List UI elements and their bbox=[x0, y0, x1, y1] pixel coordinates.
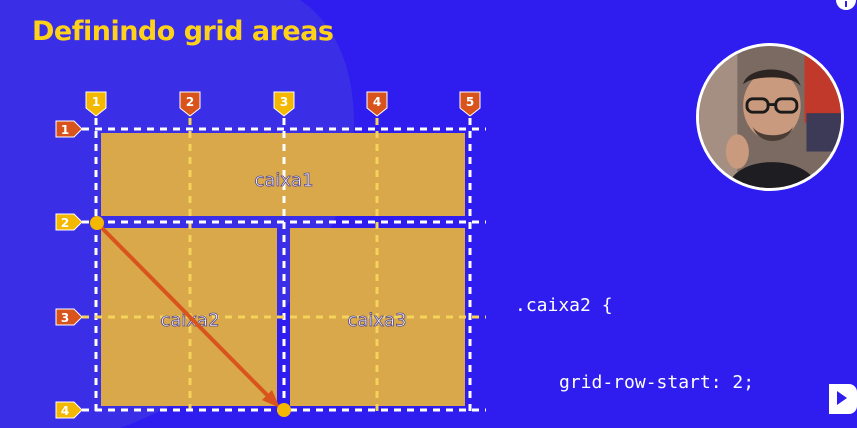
svg-text:4: 4 bbox=[373, 95, 381, 109]
column-marker-3: 3 bbox=[273, 91, 295, 117]
label-caixa2: caixa2 bbox=[160, 310, 219, 331]
arrow-start-dot bbox=[90, 216, 104, 230]
row-marker-4: 4 bbox=[55, 401, 83, 419]
column-marker-4: 4 bbox=[366, 91, 388, 117]
svg-text:3: 3 bbox=[280, 95, 288, 109]
span-arrow bbox=[90, 216, 291, 417]
column-marker-2: 2 bbox=[179, 91, 201, 117]
svg-text:2: 2 bbox=[61, 216, 69, 230]
label-caixa3: caixa3 bbox=[347, 310, 406, 331]
label-caixa1: caixa1 bbox=[254, 170, 313, 191]
info-icon[interactable] bbox=[835, 0, 857, 12]
play-logo-icon bbox=[829, 384, 857, 414]
svg-text:5: 5 bbox=[466, 95, 474, 109]
column-marker-5: 5 bbox=[459, 91, 481, 117]
svg-text:1: 1 bbox=[61, 123, 69, 137]
svg-text:1: 1 bbox=[92, 95, 100, 109]
svg-text:3: 3 bbox=[61, 311, 69, 325]
row-marker-1: 1 bbox=[55, 120, 83, 138]
code-snippet: .caixa2 { grid-row-start: 2; grid-row-en… bbox=[515, 242, 787, 428]
column-markers: 1 2 3 4 5 bbox=[85, 91, 481, 117]
code-declaration-1: grid-row-start: 2; bbox=[559, 371, 755, 393]
column-lines bbox=[94, 118, 472, 414]
svg-text:2: 2 bbox=[186, 95, 194, 109]
code-selector-line: .caixa2 { bbox=[515, 295, 613, 316]
row-marker-2: 2 bbox=[55, 213, 83, 231]
column-marker-1: 1 bbox=[85, 91, 107, 117]
row-markers: 1 2 3 4 bbox=[55, 120, 83, 419]
presenter-webcam bbox=[696, 43, 844, 191]
arrow-end-dot bbox=[277, 403, 291, 417]
slide-title: Definindo grid areas bbox=[32, 16, 334, 47]
svg-text:4: 4 bbox=[61, 404, 69, 418]
row-marker-3: 3 bbox=[55, 308, 83, 326]
